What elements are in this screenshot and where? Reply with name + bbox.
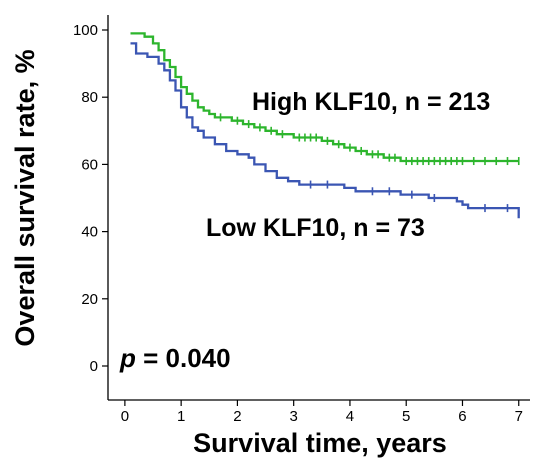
x-tick-label: 6 — [458, 408, 466, 425]
low-klf10-label: Low KLF10, n = 73 — [206, 214, 425, 242]
y-axis-title: Overall survival rate, % — [10, 49, 40, 346]
axes — [107, 15, 530, 401]
p-value: = 0.040 — [136, 343, 231, 373]
high-klf10-label: High KLF10, n = 213 — [252, 88, 490, 116]
x-tick-label: 7 — [515, 408, 523, 425]
y-tick-label: 80 — [81, 89, 98, 106]
y-tick-label: 20 — [81, 291, 98, 308]
p-symbol: p — [119, 343, 136, 373]
p-value-annotation: p = 0.040 — [119, 343, 231, 373]
y-tick-label: 60 — [81, 156, 98, 173]
y-tick-label: 40 — [81, 224, 98, 241]
x-tick-label: 2 — [233, 408, 241, 425]
y-tick-label: 0 — [90, 358, 98, 375]
x-tick-label: 4 — [346, 408, 354, 425]
x-tick-label: 0 — [121, 408, 129, 425]
curves — [130, 32, 520, 219]
x-tick-label: 3 — [290, 408, 298, 425]
y-tick-label: 100 — [73, 22, 98, 39]
ticks: 0 1 2 3 4 5 6 7 0 20 40 60 80 100 — [73, 22, 523, 425]
high-klf10-curve — [130, 32, 519, 163]
x-tick-label: 5 — [402, 408, 410, 425]
x-axis-title: Survival time, years — [193, 428, 447, 458]
x-tick-label: 1 — [177, 408, 185, 425]
low-klf10-curve — [130, 42, 520, 219]
